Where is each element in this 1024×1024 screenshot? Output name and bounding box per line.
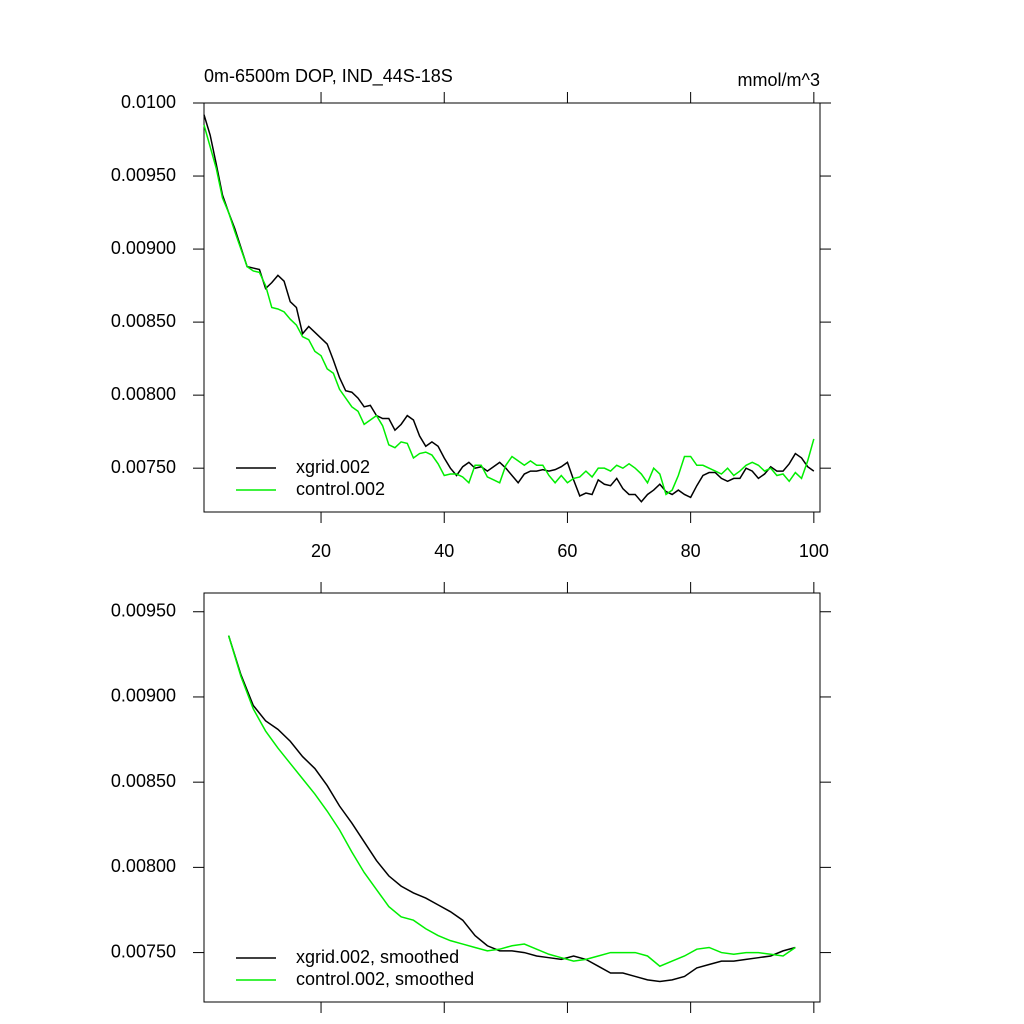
series-line [227,635,796,983]
x-tick-label: 60 [557,541,577,561]
y-tick-label: 0.0100 [121,92,176,112]
y-tick-label: 0.00800 [111,384,176,404]
plot-frame [203,102,821,513]
legend-label: control.002 [296,479,385,499]
x-tick-label: 40 [434,541,454,561]
y-tick-label: 0.00750 [111,941,176,961]
y-tick-label: 0.00900 [111,238,176,258]
y-tick-label: 0.00950 [111,165,176,185]
x-tick-label: 100 [799,541,829,561]
y-tick-label: 0.00950 [111,600,176,620]
y-tick-label: 0.00800 [111,856,176,876]
units-label: mmol/m^3 [738,70,820,90]
series-line [203,124,815,496]
x-tick-label: 20 [311,541,331,561]
legend-label: control.002, smoothed [296,969,474,989]
y-tick-label: 0.00850 [111,771,176,791]
legend-label: xgrid.002 [296,457,370,477]
x-tick-label: 80 [681,541,701,561]
legend-label: xgrid.002, smoothed [296,947,459,967]
series-line [203,114,815,503]
chart-title: 0m-6500m DOP, IND_44S-18S [204,66,453,87]
y-tick-label: 0.00750 [111,457,176,477]
y-tick-label: 0.00900 [111,686,176,706]
series-line [227,635,796,968]
y-tick-label: 0.00850 [111,311,176,331]
plot-frame [203,592,821,1003]
